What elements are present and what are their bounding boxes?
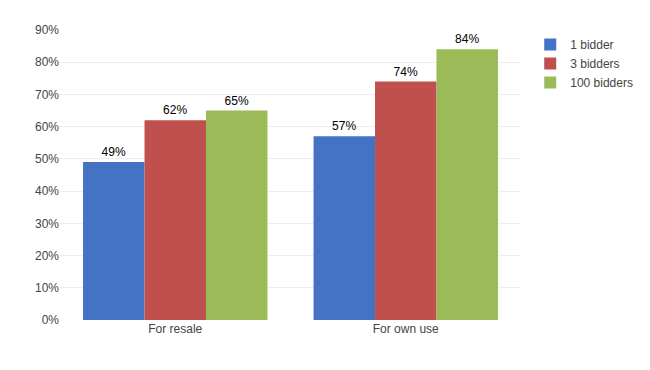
- svg-text:3 bidders: 3 bidders: [570, 57, 619, 71]
- svg-text:100 bidders: 100 bidders: [570, 76, 633, 90]
- svg-text:80%: 80%: [35, 55, 59, 69]
- svg-text:40%: 40%: [35, 184, 59, 198]
- svg-text:50%: 50%: [35, 152, 59, 166]
- svg-text:70%: 70%: [35, 88, 59, 102]
- svg-text:0%: 0%: [42, 313, 60, 327]
- svg-text:30%: 30%: [35, 217, 59, 231]
- svg-text:65%: 65%: [225, 94, 249, 108]
- svg-text:49%: 49%: [102, 145, 126, 159]
- svg-text:57%: 57%: [332, 119, 356, 133]
- svg-text:20%: 20%: [35, 249, 59, 263]
- svg-text:62%: 62%: [163, 103, 187, 117]
- svg-text:90%: 90%: [35, 23, 59, 37]
- svg-text:For own use: For own use: [373, 322, 439, 336]
- svg-text:10%: 10%: [35, 281, 59, 295]
- svg-text:For resale: For resale: [148, 322, 202, 336]
- svg-text:60%: 60%: [35, 120, 59, 134]
- svg-text:1 bidder: 1 bidder: [570, 38, 613, 52]
- svg-text:84%: 84%: [455, 32, 479, 46]
- svg-text:74%: 74%: [394, 65, 418, 79]
